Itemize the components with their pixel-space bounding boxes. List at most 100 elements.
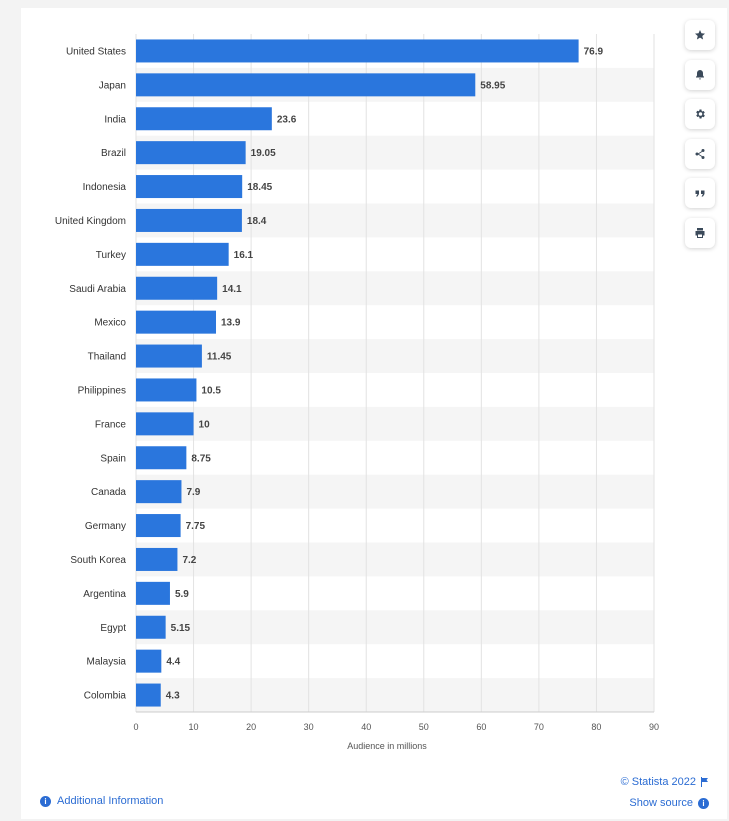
bar-chart: United States 76.9 Japan 58.95 India 23.6 Braz… <box>55 34 659 751</box>
category-label: Brazil <box>101 148 126 159</box>
value-label: 76.9 <box>584 46 604 57</box>
bar <box>136 73 476 97</box>
bar <box>136 547 178 571</box>
x-tick-label: 30 <box>304 722 314 732</box>
cite-button[interactable] <box>685 178 715 208</box>
category-label: Indonesia <box>83 182 127 193</box>
category-label: United Kingdom <box>55 216 126 227</box>
bar <box>136 683 161 707</box>
show-source-link[interactable]: Show source i <box>629 797 709 809</box>
bar <box>136 242 229 266</box>
quote-icon <box>695 190 705 197</box>
value-label: 10.5 <box>201 385 221 396</box>
additional-information-link[interactable]: i Additional Information <box>40 795 163 807</box>
value-label: 5.15 <box>171 623 191 634</box>
bar <box>136 107 272 131</box>
print-button[interactable] <box>685 218 715 248</box>
bar <box>136 446 187 470</box>
value-label: 58.95 <box>480 80 505 91</box>
row-band <box>136 542 654 577</box>
star-icon <box>695 30 705 40</box>
value-label: 23.6 <box>277 114 297 125</box>
category-label: Argentina <box>83 589 126 600</box>
row-band <box>136 678 654 712</box>
bar <box>136 141 246 165</box>
bar <box>136 378 197 402</box>
bell-icon <box>696 70 704 80</box>
row-band <box>136 610 654 645</box>
row-band <box>136 474 654 509</box>
bar <box>136 208 242 232</box>
show-source-label: Show source <box>629 797 693 809</box>
category-label: United States <box>66 46 126 57</box>
value-label: 14.1 <box>222 284 242 295</box>
category-label: India <box>104 114 126 125</box>
category-label: Turkey <box>96 250 126 261</box>
x-axis-title: Audience in millions <box>347 741 427 751</box>
value-label: 16.1 <box>234 250 254 261</box>
x-tick-label: 80 <box>591 722 601 732</box>
category-label: South Korea <box>70 555 126 566</box>
bar <box>136 310 217 334</box>
category-label: Saudi Arabia <box>69 284 126 295</box>
bar <box>136 39 579 63</box>
value-label: 7.75 <box>186 521 206 532</box>
bar <box>136 649 162 673</box>
x-tick-label: 70 <box>534 722 544 732</box>
category-label: France <box>95 419 127 430</box>
value-label: 7.2 <box>182 555 196 566</box>
row-band <box>136 406 654 441</box>
category-label: Germany <box>85 521 126 532</box>
bar <box>136 480 182 504</box>
additional-information-label: Additional Information <box>57 795 164 807</box>
notification-button[interactable] <box>685 60 715 90</box>
x-tick-label: 60 <box>476 722 486 732</box>
flag-icon <box>701 777 708 787</box>
value-label: 18.4 <box>247 216 267 227</box>
category-label: Mexico <box>94 318 126 329</box>
bar <box>136 412 194 436</box>
value-label: 10 <box>199 419 211 430</box>
copyright-text: © Statista 2022 <box>620 776 696 788</box>
chart-card: United States 76.9 Japan 58.95 India 23.6 Braz… <box>21 8 727 819</box>
category-label: Thailand <box>88 352 126 363</box>
info-icon: i <box>698 797 709 809</box>
value-label: 8.75 <box>191 453 211 464</box>
x-tick-label: 90 <box>649 722 659 732</box>
bar <box>136 581 170 605</box>
value-label: 5.9 <box>175 589 189 600</box>
bar <box>136 276 218 300</box>
favorite-button[interactable] <box>685 20 715 50</box>
value-label: 13.9 <box>221 318 241 329</box>
bar <box>136 175 243 199</box>
value-label: 11.45 <box>207 352 232 363</box>
bar <box>136 344 202 368</box>
category-label: Malaysia <box>87 657 127 668</box>
value-label: 7.9 <box>186 487 200 498</box>
bar <box>136 615 166 639</box>
value-label: 4.3 <box>166 691 180 702</box>
print-icon <box>695 228 705 238</box>
x-tick-label: 10 <box>189 722 199 732</box>
row-band <box>136 271 654 306</box>
category-label: Canada <box>91 487 126 498</box>
category-label: Spain <box>100 453 126 464</box>
gear-icon <box>696 109 705 119</box>
bar <box>136 514 181 538</box>
value-label: 4.4 <box>166 657 180 668</box>
x-tick-label: 20 <box>246 722 256 732</box>
category-label: Egypt <box>100 623 126 634</box>
statista-copyright[interactable]: © Statista 2022 <box>621 776 709 788</box>
row-band <box>136 339 654 373</box>
share-icon <box>695 149 705 159</box>
info-icon: i <box>40 795 51 807</box>
x-tick-label: 50 <box>419 722 429 732</box>
x-tick-label: 0 <box>133 722 138 732</box>
category-label: Colombia <box>84 691 127 702</box>
share-button[interactable] <box>685 139 715 169</box>
category-label: Japan <box>99 80 126 91</box>
settings-button[interactable] <box>685 99 715 129</box>
x-tick-label: 40 <box>361 722 371 732</box>
value-label: 18.45 <box>247 182 272 193</box>
category-label: Philippines <box>78 385 126 396</box>
